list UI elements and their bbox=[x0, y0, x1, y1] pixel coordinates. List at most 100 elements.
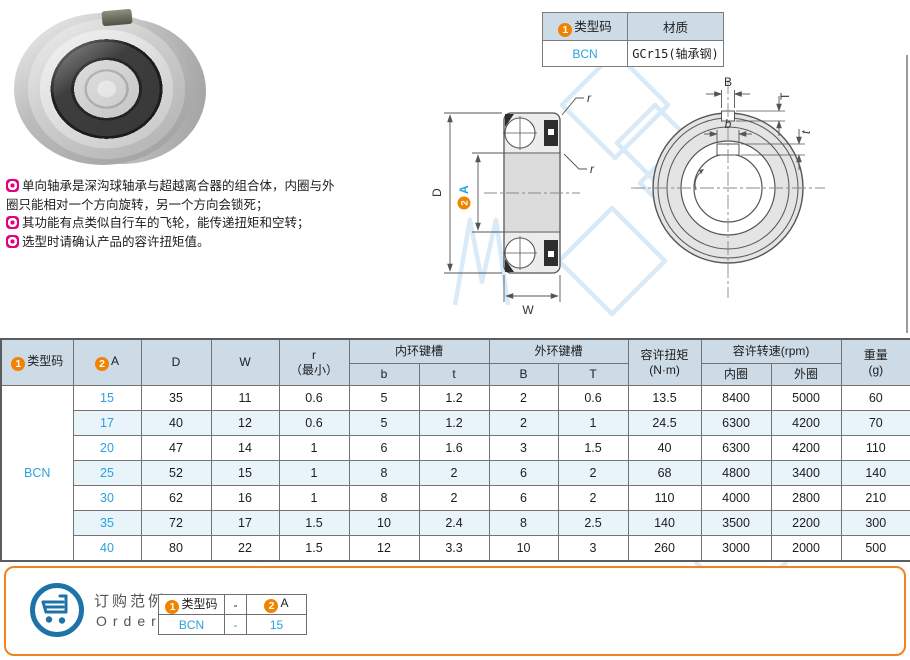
cell-weight: 210 bbox=[840, 485, 910, 511]
cell-A: 25 bbox=[72, 460, 142, 486]
cell-D: 40 bbox=[140, 410, 212, 436]
circled-1-icon: 1 bbox=[558, 23, 573, 37]
cell-torque: 24.5 bbox=[627, 410, 702, 436]
main-table-body: BCN 15 35 11 0.6 5 1.2 2 0.6 13.5 8400 5000 60 17 40 12… bbox=[0, 385, 910, 562]
cell-rpm_in: 8400 bbox=[700, 385, 772, 411]
cell-T: 0.6 bbox=[557, 385, 629, 411]
cell-T: 1.5 bbox=[557, 435, 629, 461]
circled-2-icon: 2 bbox=[94, 357, 109, 371]
material-table-material-header: 材质 bbox=[627, 12, 724, 41]
svg-text:2: 2 bbox=[460, 200, 471, 205]
cell-t: 2 bbox=[418, 460, 490, 486]
cell-weight: 70 bbox=[840, 410, 910, 436]
circled-1-icon: 1 bbox=[11, 357, 26, 371]
label-A: 2 A bbox=[457, 185, 471, 210]
cell-T: 1 bbox=[557, 410, 629, 436]
table-row: 17 40 12 0.6 5 1.2 2 1 24.5 6300 4200 70 bbox=[1, 410, 910, 436]
cell-rpm_in: 4800 bbox=[700, 460, 772, 486]
table-row: 40 80 22 1.5 12 3.3 10 3 260 3000 2000 500 bbox=[1, 535, 910, 562]
table-row: 30 62 16 1 8 2 6 2 110 4000 2800 210 bbox=[1, 485, 910, 511]
cell-t: 1.6 bbox=[418, 435, 490, 461]
cell-t: 1.2 bbox=[418, 385, 490, 411]
order-value-typecode: BCN bbox=[158, 614, 225, 635]
cell-D: 62 bbox=[140, 485, 212, 511]
order-value-A: 15 bbox=[246, 614, 307, 635]
page-edge-line bbox=[906, 55, 908, 333]
note-item: 其功能有点类似自行车的飞轮，能传递扭矩和空转； bbox=[6, 214, 342, 233]
cell-A: 35 bbox=[72, 510, 142, 536]
cell-rpm_in: 6300 bbox=[700, 410, 772, 436]
label-r-side: r bbox=[590, 162, 595, 176]
cart-icon bbox=[28, 581, 86, 639]
header-outer-keyway: 外环键槽 bbox=[488, 338, 629, 364]
cell-rpm_out: 2800 bbox=[770, 485, 842, 511]
cell-B: 8 bbox=[488, 510, 559, 536]
cell-t: 2 bbox=[418, 485, 490, 511]
label-r-top: r bbox=[587, 91, 592, 105]
cell-T: 2 bbox=[557, 485, 629, 511]
header-torque: 容许扭矩 (N·m) bbox=[627, 338, 702, 386]
cell-b: 5 bbox=[348, 385, 420, 411]
cell-B: 3 bbox=[488, 435, 559, 461]
header-t: t bbox=[418, 363, 490, 386]
label-W: W bbox=[522, 303, 534, 317]
header-T: T bbox=[557, 363, 629, 386]
label-D: D bbox=[430, 188, 444, 197]
cell-torque: 68 bbox=[627, 460, 702, 486]
cell-r: 1 bbox=[278, 460, 350, 486]
cell-rpm_out: 4200 bbox=[770, 435, 842, 461]
cell-B: 6 bbox=[488, 485, 559, 511]
product-photo bbox=[14, 8, 208, 170]
cell-r: 0.6 bbox=[278, 385, 350, 411]
cell-rpm_out: 2000 bbox=[770, 535, 842, 562]
cell-A: 20 bbox=[72, 435, 142, 461]
cell-r: 0.6 bbox=[278, 410, 350, 436]
cross-section-drawing: D 2 A W r r bbox=[416, 70, 616, 318]
cell-W: 17 bbox=[210, 510, 280, 536]
cell-weight: 140 bbox=[840, 460, 910, 486]
cell-rpm_out: 5000 bbox=[770, 385, 842, 411]
cell-b: 8 bbox=[348, 460, 420, 486]
header-r: r （最小） bbox=[278, 338, 350, 386]
bearing-face bbox=[14, 13, 192, 165]
cell-rpm_out: 3400 bbox=[770, 460, 842, 486]
header-B: B bbox=[488, 363, 559, 386]
svg-text:A: A bbox=[457, 185, 471, 194]
order-title-cn: 订购范例 bbox=[94, 593, 167, 610]
cell-rpm_in: 3500 bbox=[700, 510, 772, 536]
header-inner-keyway: 内环键槽 bbox=[348, 338, 490, 364]
cell-t: 1.2 bbox=[418, 410, 490, 436]
order-header-typecode: 1 类型码 bbox=[158, 594, 225, 615]
cell-rpm_in: 6300 bbox=[700, 435, 772, 461]
cell-b: 6 bbox=[348, 435, 420, 461]
header-D: D bbox=[140, 338, 212, 386]
note-bullet-icon bbox=[6, 216, 19, 229]
header-speed-outer: 外圈 bbox=[770, 363, 842, 386]
cell-weight: 110 bbox=[840, 435, 910, 461]
cell-rpm_in: 3000 bbox=[700, 535, 772, 562]
cell-D: 80 bbox=[140, 535, 212, 562]
cell-torque: 40 bbox=[627, 435, 702, 461]
cell-T: 3 bbox=[557, 535, 629, 562]
front-view-drawing: B T b t bbox=[613, 60, 910, 312]
cell-T: 2 bbox=[557, 460, 629, 486]
cell-W: 12 bbox=[210, 410, 280, 436]
table-row: BCN 15 35 11 0.6 5 1.2 2 0.6 13.5 8400 5000 60 bbox=[0, 385, 910, 562]
material-table: 1 类型码 材质 BCN GCr15(轴承钢) bbox=[542, 12, 724, 67]
cell-torque: 13.5 bbox=[627, 385, 702, 411]
cell-W: 14 bbox=[210, 435, 280, 461]
table-row: 35 72 17 1.5 10 2.4 8 2.5 140 3500 2200 300 bbox=[1, 510, 910, 536]
material-table-typecode-header: 1 类型码 bbox=[542, 12, 628, 41]
label-b: b bbox=[725, 117, 732, 131]
cell-t: 2.4 bbox=[418, 510, 490, 536]
type-code-cell: BCN bbox=[0, 385, 74, 562]
cell-D: 47 bbox=[140, 435, 212, 461]
cell-weight: 500 bbox=[840, 535, 910, 562]
circled-2-icon: 2 bbox=[264, 599, 279, 613]
cell-A: 40 bbox=[72, 535, 142, 562]
